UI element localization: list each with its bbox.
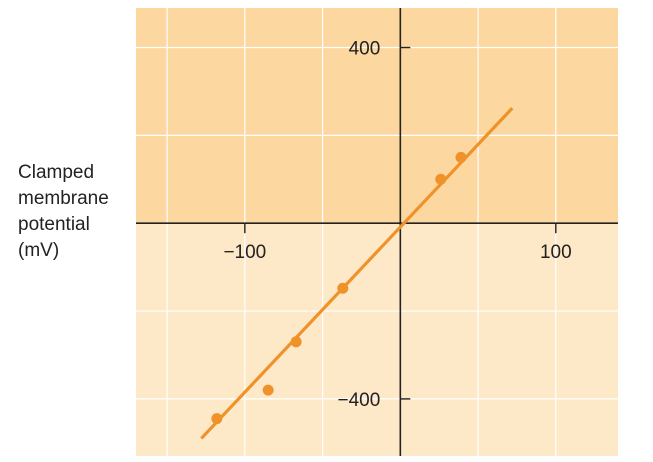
y-tick-label: 400: [349, 39, 381, 60]
y-axis-label-line: membrane: [18, 188, 109, 209]
data-point: [211, 413, 223, 425]
y-axis-label-line: potential: [18, 214, 90, 235]
grid-lines: [136, 8, 635, 456]
data-point: [337, 282, 349, 294]
x-tick-label: −100: [223, 242, 266, 263]
data-point: [455, 151, 467, 163]
positive-region: [136, 8, 618, 224]
data-series: [200, 107, 514, 440]
data-point: [435, 173, 447, 185]
data-point: [290, 336, 302, 348]
tick-marks: −100 100 400 −400: [223, 39, 571, 411]
x-tick-label: 100: [540, 242, 572, 263]
axes: [136, 8, 618, 456]
y-axis-label-line: Clamped: [18, 162, 95, 183]
data-point: [262, 384, 274, 396]
y-axis-label-line: (mV): [18, 240, 60, 261]
y-axis-label: Clamped membrane potential (mV): [18, 160, 134, 264]
y-tick-label: −400: [338, 390, 381, 411]
fit-line: [200, 107, 514, 440]
